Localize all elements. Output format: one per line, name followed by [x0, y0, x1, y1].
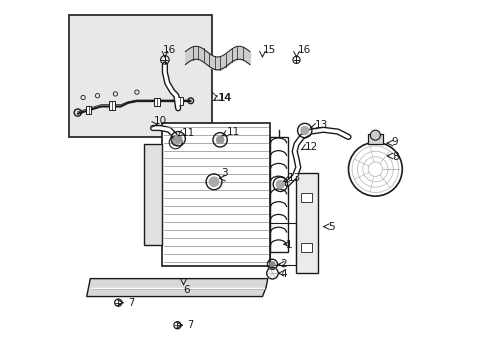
Bar	[162, 123, 269, 266]
Text: 16: 16	[298, 45, 311, 55]
Text: 2: 2	[280, 259, 286, 269]
Bar	[296, 173, 317, 273]
Bar	[269, 137, 287, 252]
Circle shape	[216, 136, 223, 143]
Circle shape	[276, 180, 284, 188]
Text: 11: 11	[226, 127, 239, 136]
Text: 14: 14	[217, 93, 231, 103]
Circle shape	[369, 130, 380, 140]
Text: 9: 9	[391, 138, 397, 147]
Bar	[153, 98, 159, 107]
Text: 12: 12	[304, 142, 317, 152]
Text: 8: 8	[391, 152, 398, 162]
Polygon shape	[86, 279, 267, 297]
Circle shape	[172, 139, 179, 146]
Bar	[85, 106, 91, 114]
Bar	[69, 15, 212, 137]
Circle shape	[300, 127, 308, 134]
Text: 13: 13	[314, 121, 327, 130]
Text: 5: 5	[327, 222, 334, 231]
Bar	[300, 243, 311, 252]
Bar	[144, 144, 162, 244]
Text: 10: 10	[154, 116, 167, 126]
Text: 4: 4	[280, 269, 286, 279]
Text: 15: 15	[262, 45, 275, 55]
Text: 7: 7	[128, 298, 134, 308]
Circle shape	[348, 142, 402, 196]
Bar	[367, 134, 383, 144]
Bar	[177, 97, 183, 105]
Text: 6: 6	[183, 285, 190, 296]
Circle shape	[209, 177, 218, 186]
Text: 11: 11	[182, 129, 195, 138]
Text: 3: 3	[221, 168, 227, 178]
Bar	[300, 193, 311, 202]
Circle shape	[174, 135, 182, 142]
Bar	[109, 101, 115, 110]
Text: 14: 14	[218, 93, 231, 103]
Circle shape	[269, 262, 274, 267]
Text: 7: 7	[187, 320, 193, 330]
Text: 16: 16	[163, 45, 176, 55]
Text: 1: 1	[285, 239, 292, 249]
Text: 13: 13	[287, 173, 301, 183]
